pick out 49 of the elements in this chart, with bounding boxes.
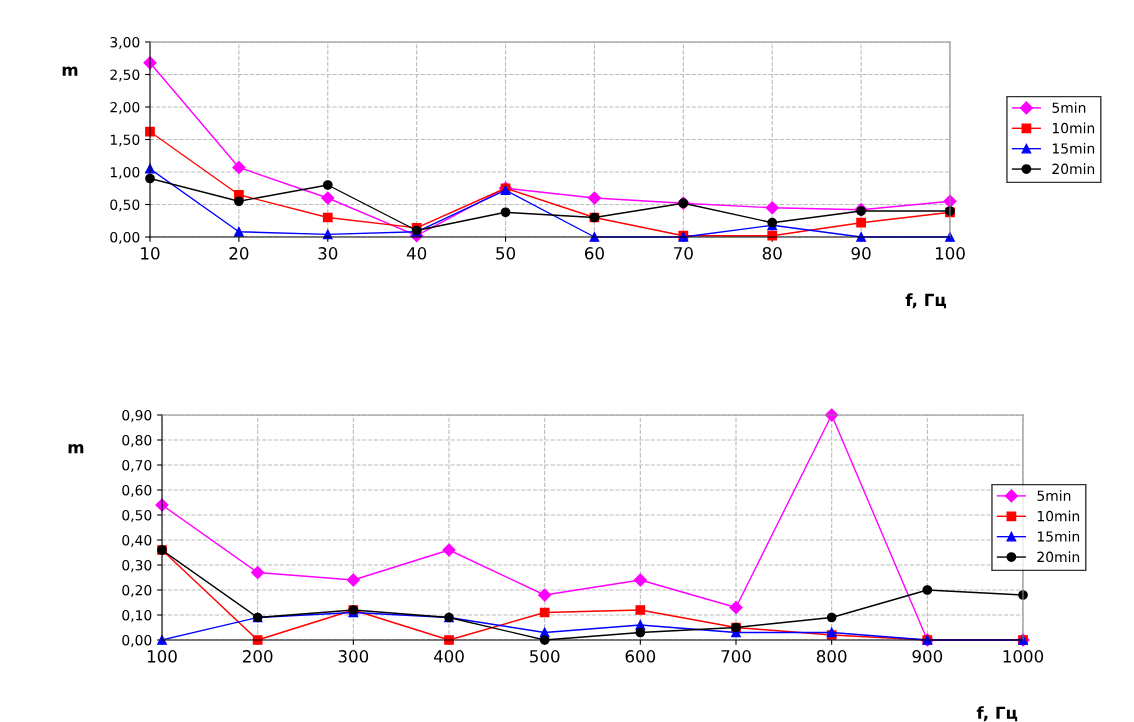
x-tick-label: 700 — [721, 650, 751, 663]
legend-label: 15min — [1037, 530, 1080, 542]
x-tick-label: 600 — [625, 650, 656, 663]
legend-label: 5min — [1037, 490, 1071, 501]
y-tick-label: 0,50 — [122, 509, 152, 522]
x-tick-label: 60 — [585, 247, 604, 260]
x-tick-label: 300 — [338, 650, 369, 663]
legend-label: 20min — [1052, 163, 1095, 175]
y-tick-label: 0,70 — [122, 459, 152, 472]
x-tick-label: 10 — [141, 247, 160, 260]
x-tick-label: 50 — [496, 247, 516, 260]
x-tick-label: 100 — [147, 650, 177, 663]
legend-label: 20min — [1037, 551, 1080, 563]
y-tick-label: 1,50 — [110, 134, 140, 147]
legend-label: 10min — [1037, 510, 1080, 522]
x-tick-label: 30 — [318, 247, 338, 260]
y-tick-label: 1,00 — [110, 166, 140, 179]
x-tick-label: 800 — [816, 650, 847, 663]
legend-label: 10min — [1052, 122, 1095, 134]
y-tick-label: 0,40 — [122, 534, 152, 547]
legend-label: 5min — [1052, 102, 1086, 113]
x-tick-label: 40 — [406, 247, 427, 260]
y-tick-label: 2,50 — [110, 69, 140, 82]
y-tick-label: 0,00 — [110, 231, 140, 244]
x-tick-label: 20 — [229, 247, 249, 260]
x-tick-label: 1000 — [1003, 650, 1044, 663]
y-tick-label: 0,20 — [122, 584, 152, 597]
y-tick-label: 0,00 — [122, 634, 152, 647]
x-tick-label: 400 — [433, 650, 464, 663]
y-tick-label: 0,80 — [122, 434, 152, 447]
x-tick-label: 200 — [242, 650, 273, 663]
y-tick-label: 0,10 — [122, 609, 152, 622]
x-tick-label: 500 — [530, 650, 560, 663]
x-tick-label: 80 — [762, 247, 782, 260]
y-tick-label: 0,90 — [122, 409, 152, 422]
y-tick-label: 0,50 — [110, 199, 140, 212]
y-axis-title: m — [62, 66, 78, 76]
x-axis-title: f, Гц — [976, 706, 1018, 722]
y-tick-label: 2,00 — [110, 101, 140, 114]
x-tick-label: 100 — [935, 247, 965, 260]
y-tick-label: 3,00 — [110, 36, 140, 49]
x-tick-label: 70 — [674, 247, 693, 260]
legend-label: 15min — [1052, 142, 1095, 154]
x-tick-label: 900 — [912, 650, 943, 663]
x-tick-label: 90 — [851, 247, 871, 260]
x-axis-title: f, Гц — [905, 293, 946, 309]
y-tick-label: 0,30 — [122, 559, 152, 572]
y-tick-label: 0,60 — [122, 484, 152, 497]
y-axis-title: m — [68, 444, 84, 454]
